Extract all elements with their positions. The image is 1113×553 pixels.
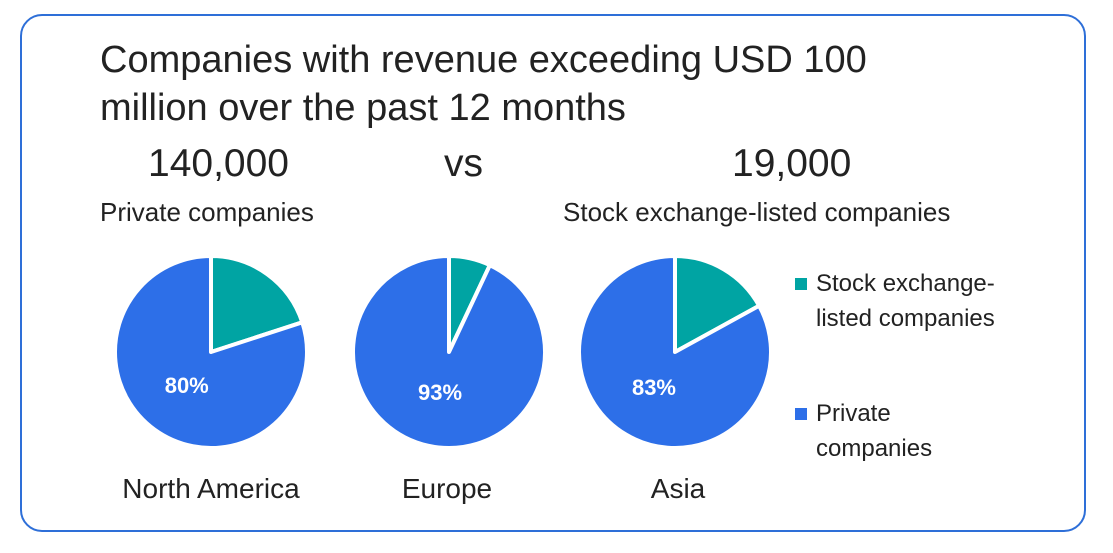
chart-title: Companies with revenue exceeding USD 100… [100, 39, 867, 129]
pie-slice-europe-private [351, 254, 547, 450]
data-label-europe-private: 93% [418, 380, 462, 405]
legend-item-stock-listed: Stock exchange-listed companies [795, 266, 1055, 336]
pie-slice-north-america-private [113, 254, 309, 450]
data-label-north-america-private: 80% [165, 373, 209, 398]
private-label: Private companies [100, 197, 314, 227]
legend-item-private: Private companies [795, 396, 1055, 466]
listed-label: Stock exchange-listed companies [563, 197, 951, 227]
pie-title-asia: Asia [651, 473, 706, 504]
private-count: 140,000 [148, 142, 289, 185]
pie-slice-asia-stock-listed [673, 254, 762, 354]
legend-swatch-private [795, 408, 807, 420]
pie-title-europe: Europe [402, 473, 492, 504]
listed-count: 19,000 [732, 142, 852, 185]
vs-label: vs [444, 142, 483, 185]
legend-label-stock-listed: Stock exchange-listed companies [816, 270, 995, 332]
pie-slice-asia-private [577, 254, 773, 450]
data-label-asia-private: 83% [632, 375, 676, 400]
legend-label-private: Private companies [816, 400, 933, 462]
legend-swatch-stock-listed [795, 278, 807, 290]
pie-title-north-america: North America [122, 473, 300, 504]
